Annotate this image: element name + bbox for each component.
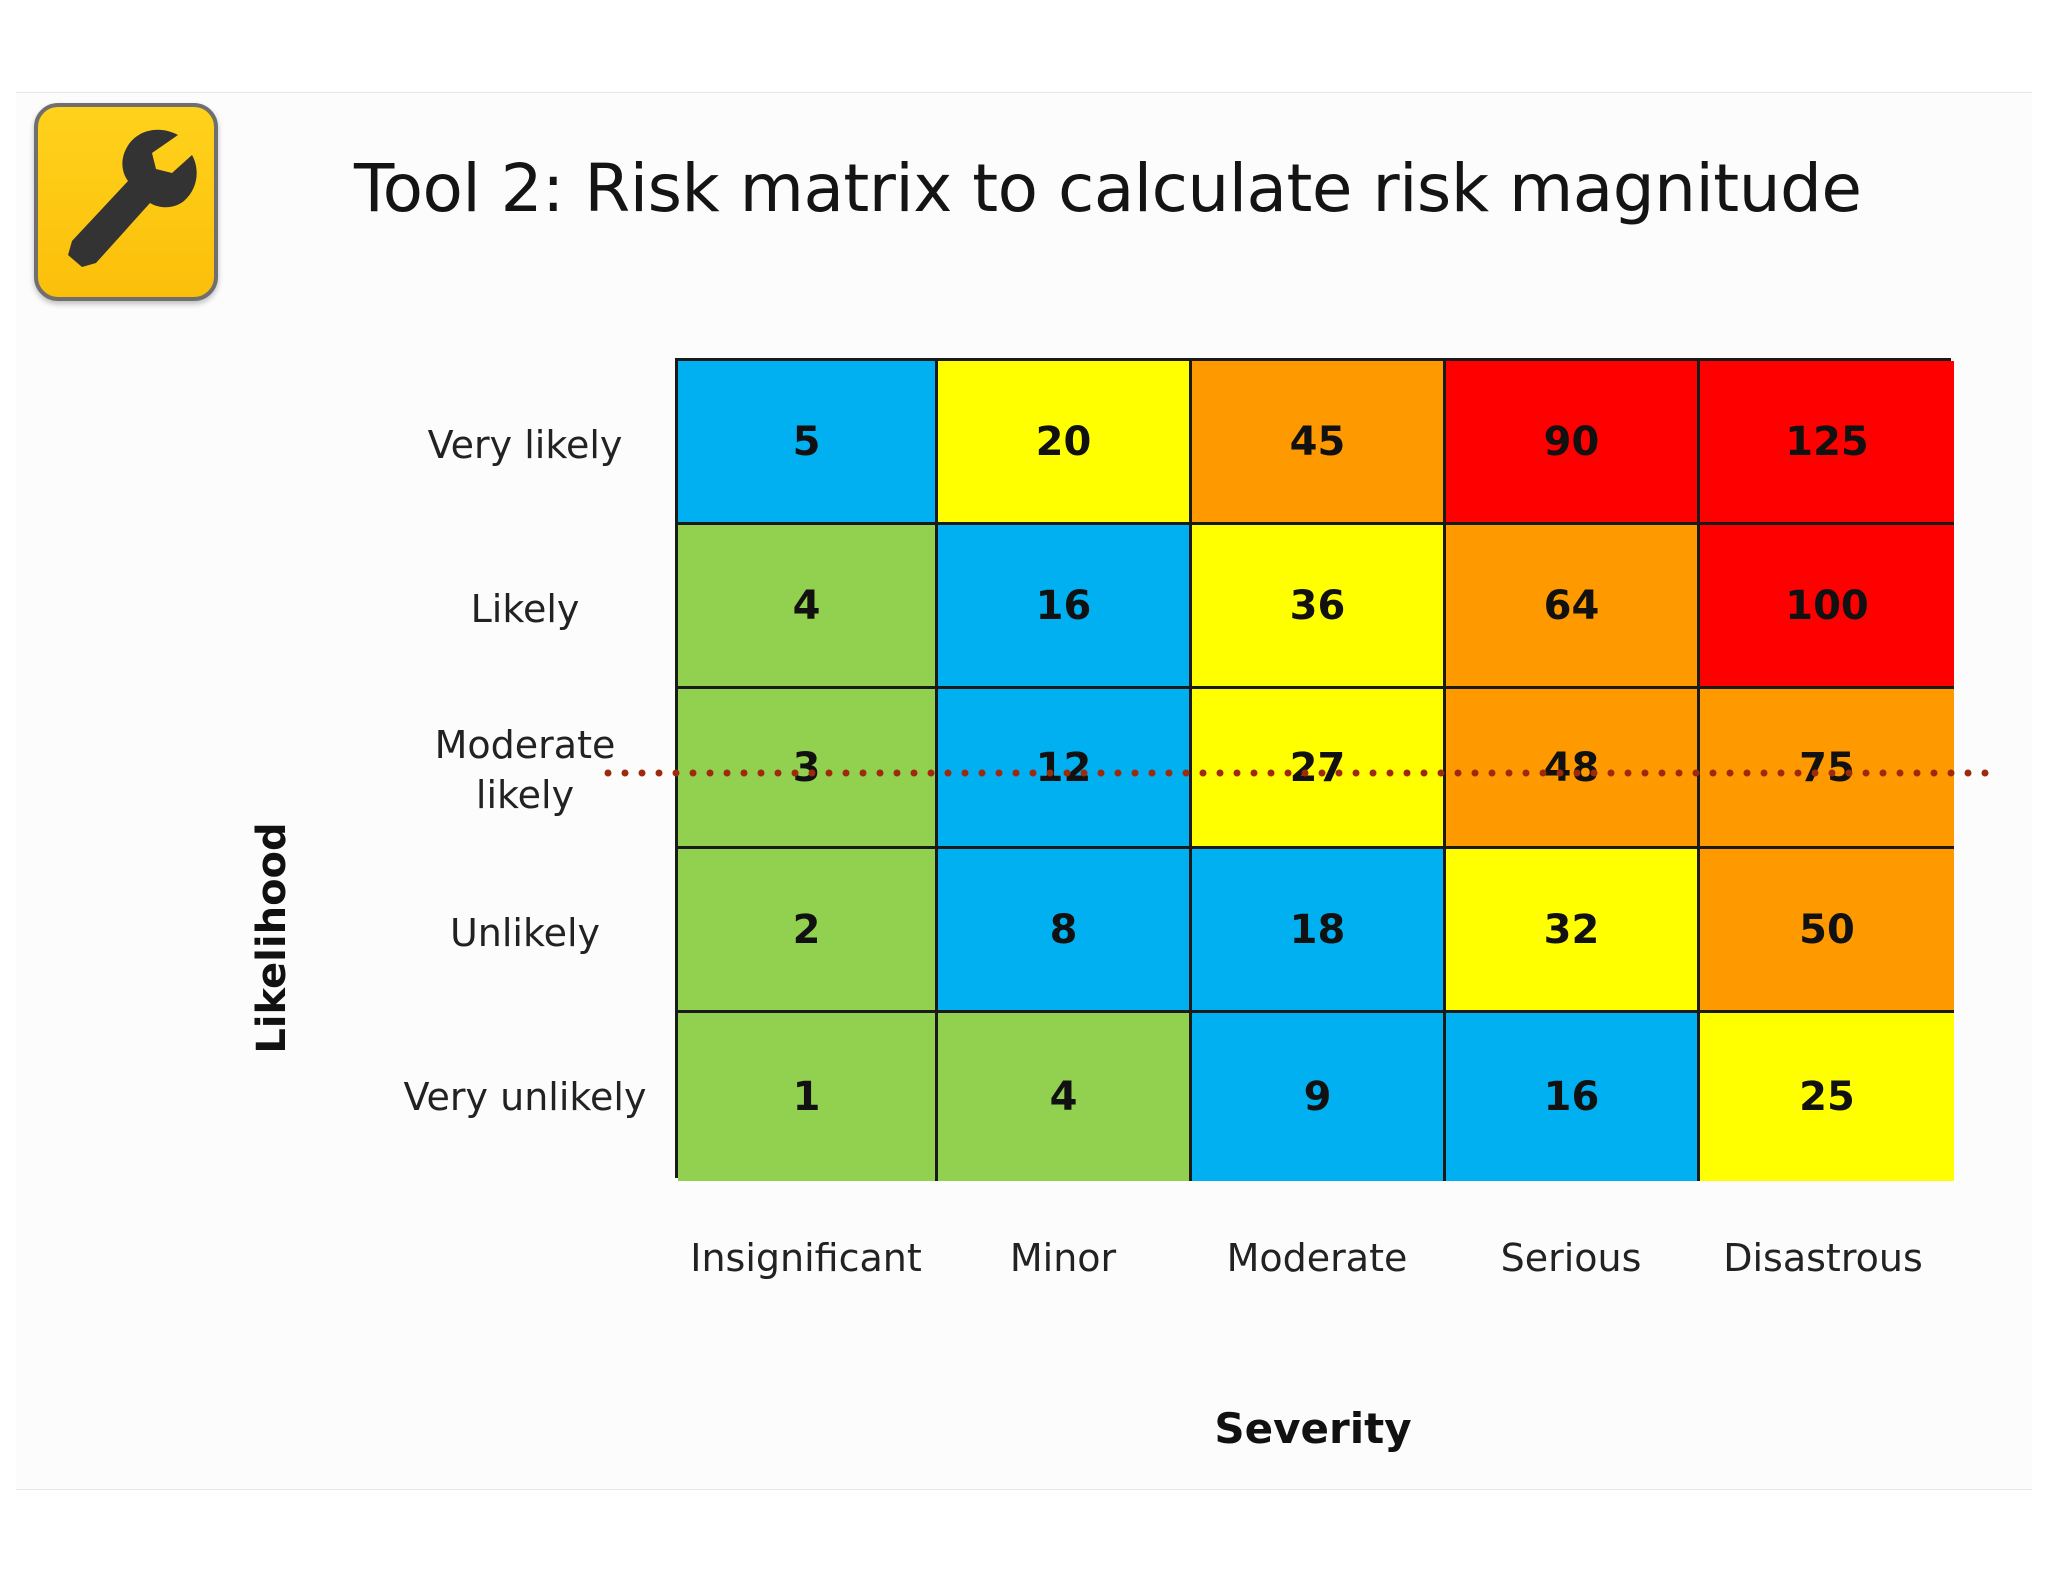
x-axis-title: Severity [1214, 1404, 1412, 1453]
severity-label-disastrous: Disastrous [1723, 1236, 1923, 1280]
severity-label-serious: Serious [1500, 1236, 1642, 1280]
matrix-cell: 3 [678, 689, 938, 849]
severity-label-moderate: Moderate [1226, 1236, 1408, 1280]
matrix-cell: 50 [1700, 849, 1954, 1013]
matrix-cell: 5 [678, 361, 938, 525]
matrix-cell: 20 [938, 361, 1192, 525]
severity-label-minor: Minor [1009, 1236, 1117, 1280]
matrix-cell: 9 [1192, 1013, 1446, 1181]
matrix-cell: 16 [938, 525, 1192, 689]
matrix-cell: 25 [1700, 1013, 1954, 1181]
matrix-cell: 45 [1192, 361, 1446, 525]
page-title: Tool 2: Risk matrix to calculate risk ma… [354, 150, 1862, 227]
likelihood-label-unlikely: Unlikely [449, 911, 601, 955]
likelihood-label-very-likely: Very likely [427, 423, 623, 467]
matrix-cell: 100 [1700, 525, 1954, 689]
severity-label-insignificant: Insignificant [690, 1236, 922, 1280]
risk-matrix: 5 20 45 90 125 4 16 36 64 100 3 12 27 48… [675, 358, 1954, 1181]
matrix-cell: 1 [678, 1013, 938, 1181]
matrix-cell: 75 [1700, 689, 1954, 849]
wrench-icon [34, 103, 218, 301]
matrix-cell: 18 [1192, 849, 1446, 1013]
matrix-cell: 27 [1192, 689, 1446, 849]
matrix-cell: 16 [1446, 1013, 1700, 1181]
matrix-cell: 2 [678, 849, 938, 1013]
matrix-cell: 8 [938, 849, 1192, 1013]
likelihood-label-moderate-likely: Moderate likely [434, 723, 616, 817]
matrix-cell: 48 [1446, 689, 1700, 849]
matrix-cell: 64 [1446, 525, 1700, 689]
matrix-cell: 125 [1700, 361, 1954, 525]
matrix-cell: 4 [678, 525, 938, 689]
likelihood-label-likely: Likely [470, 587, 580, 631]
risk-threshold-dotted-line [604, 769, 2000, 777]
likelihood-label-very-unlikely: Very unlikely [403, 1075, 647, 1119]
y-axis-title: Likelihood [249, 822, 295, 1054]
matrix-cell: 32 [1446, 849, 1700, 1013]
matrix-cell: 36 [1192, 525, 1446, 689]
matrix-cell: 90 [1446, 361, 1700, 525]
matrix-cell: 4 [938, 1013, 1192, 1181]
matrix-cell: 12 [938, 689, 1192, 849]
